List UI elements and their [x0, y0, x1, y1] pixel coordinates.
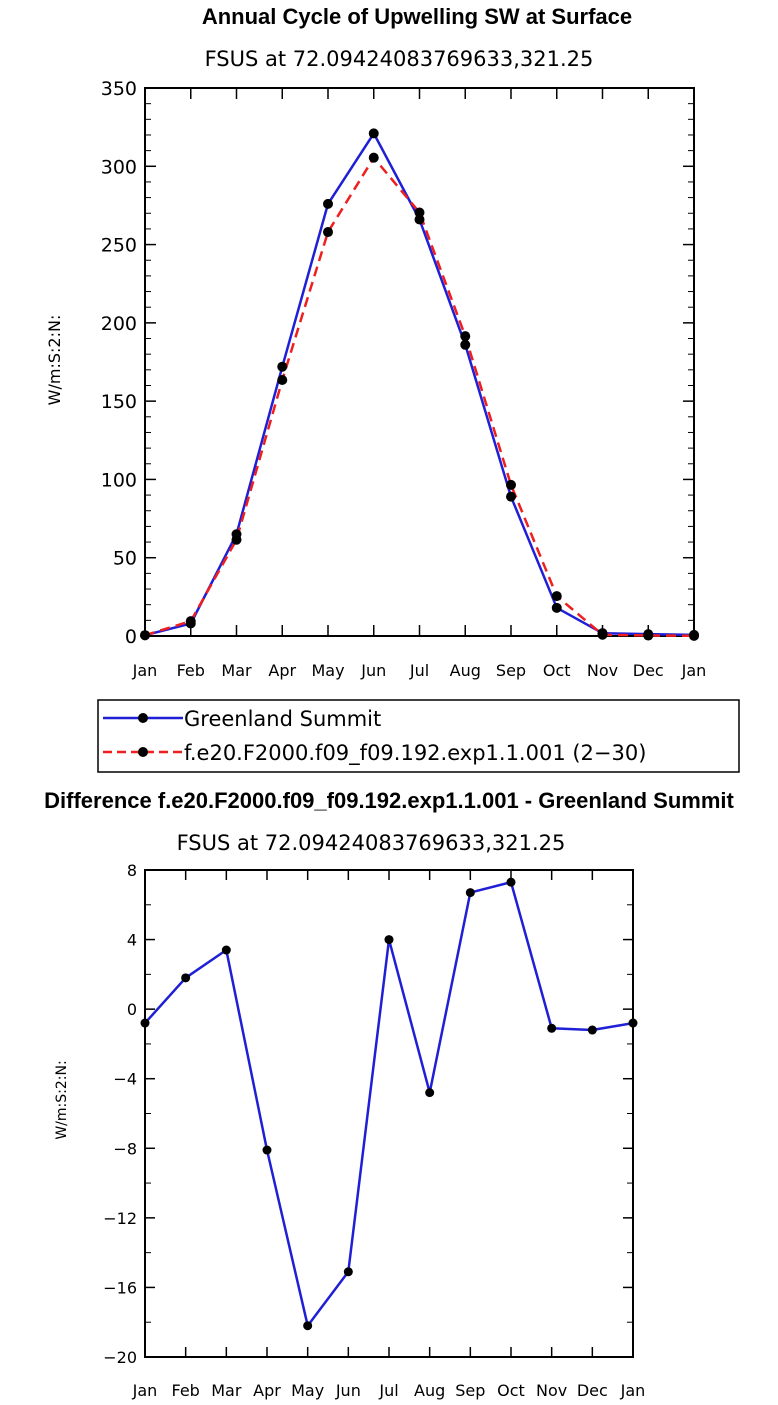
y-tick-label: −12 [103, 1209, 137, 1228]
y-tick-label: −16 [103, 1278, 137, 1297]
chart-subtitle: FSUS at 72.09424083769633,321.25 [205, 47, 594, 71]
difference-chart: Difference f.e20.F2000.f09_f09.192.exp1.… [44, 788, 734, 1400]
x-tick-label: Jul [409, 661, 429, 680]
legend: Greenland Summit f.e20.F2000.f09_f09.192… [97, 699, 740, 773]
data-point [547, 1023, 557, 1033]
data-point [460, 339, 471, 350]
data-point [277, 375, 288, 386]
x-tick-label: Apr [268, 661, 296, 680]
y-tick-label: 150 [101, 391, 137, 413]
x-tick-label: Jan [132, 661, 158, 680]
y-tick-label: −8 [113, 1139, 137, 1158]
data-point [506, 491, 516, 502]
x-tick-label: Aug [450, 661, 481, 680]
data-point [368, 128, 379, 139]
data-point [140, 630, 150, 641]
x-tick-label: Jun [335, 1381, 361, 1400]
data-point [506, 877, 516, 887]
x-tick-label: Aug [414, 1381, 445, 1400]
y-tick-label: 100 [101, 469, 137, 491]
y-tick-label: 4 [127, 931, 137, 950]
y-tick-label: 50 [113, 548, 137, 570]
x-tick-label: Jan [132, 1381, 158, 1400]
data-point [689, 630, 699, 641]
y-axis-label: W/m:S:2:N: [45, 315, 64, 406]
data-point [460, 331, 471, 342]
legend-label-observed: Greenland Summit [184, 707, 381, 731]
x-tick-label: Apr [253, 1381, 281, 1400]
x-tick-label: Sep [455, 1381, 485, 1400]
data-point [628, 1018, 638, 1028]
x-tick-label: Jan [681, 661, 707, 680]
x-tick-label: Jul [378, 1381, 398, 1400]
data-point [425, 1088, 435, 1098]
y-tick-label: 300 [101, 156, 137, 178]
data-point [414, 214, 425, 225]
data-point [323, 227, 333, 238]
y-tick-label: 0 [125, 626, 137, 648]
y-tick-label: 8 [127, 861, 137, 880]
x-tick-label: Mar [211, 1381, 242, 1400]
data-point [506, 479, 516, 490]
chart-title: Difference f.e20.F2000.f09_f09.192.exp1.… [44, 788, 734, 813]
x-tick-label: Oct [543, 661, 571, 680]
plot-area: 8 4 0 −4 −8 −12 −16 −20 Jan Feb Mar Apr May Jun Jul Aug… [103, 861, 645, 1400]
plot-area: 0 50 100 150 200 250 300 350 Jan Feb Mar Apr May Jun J… [101, 78, 707, 680]
data-point [384, 935, 394, 945]
x-tick-label: Feb [177, 661, 205, 680]
series-line-0 [144, 880, 634, 1327]
legend-label-model: f.e20.F2000.f09_f09.192.exp1.1.001 (2−30… [184, 741, 646, 766]
chart-subtitle: FSUS at 72.09424083769633,321.25 [177, 831, 566, 855]
y-tick-label: 350 [101, 78, 137, 100]
data-point [185, 616, 196, 627]
legend-marker-model [138, 747, 148, 757]
y-tick-label: 0 [127, 1000, 137, 1019]
x-tick-label: Sep [496, 661, 526, 680]
y-axis-label: W/m:S:2:N: [54, 1060, 70, 1139]
data-point [551, 602, 562, 613]
x-tick-label: Oct [497, 1381, 525, 1400]
data-point [551, 591, 562, 602]
y-tick-label: −20 [103, 1348, 137, 1367]
x-tick-label: Mar [221, 661, 252, 680]
data-point [343, 1267, 353, 1277]
chart-title: Annual Cycle of Upwelling SW at Surface [202, 4, 632, 29]
x-tick-label: Dec [633, 661, 664, 680]
x-tick-label: Jun [360, 661, 386, 680]
data-point [231, 534, 242, 545]
data-point [262, 1145, 272, 1155]
x-tick-label: May [311, 661, 344, 680]
data-point [323, 198, 333, 209]
data-point [277, 361, 288, 372]
x-tick-label: Nov [536, 1381, 567, 1400]
data-point [303, 1321, 313, 1331]
data-point [597, 629, 608, 640]
y-tick-label: 200 [101, 313, 137, 335]
x-tick-label: Dec [577, 1381, 608, 1400]
y-tick-label: −4 [113, 1070, 137, 1089]
data-point [368, 152, 379, 163]
data-point [587, 1025, 597, 1035]
data-point [181, 973, 191, 983]
y-tick-label: 250 [101, 235, 137, 257]
data-point [221, 945, 231, 955]
data-point [414, 207, 425, 218]
x-tick-label: Jan [620, 1381, 646, 1400]
data-point [140, 1018, 150, 1028]
data-point [465, 888, 475, 898]
annual-cycle-chart: Annual Cycle of Upwelling SW at Surface … [45, 4, 740, 773]
series-line-1 [144, 156, 695, 638]
x-tick-label: Feb [172, 1381, 200, 1400]
x-tick-label: Nov [587, 661, 618, 680]
data-point [643, 630, 654, 641]
legend-marker-observed [138, 713, 148, 723]
x-tick-label: May [291, 1381, 324, 1400]
legend-box [97, 699, 740, 773]
